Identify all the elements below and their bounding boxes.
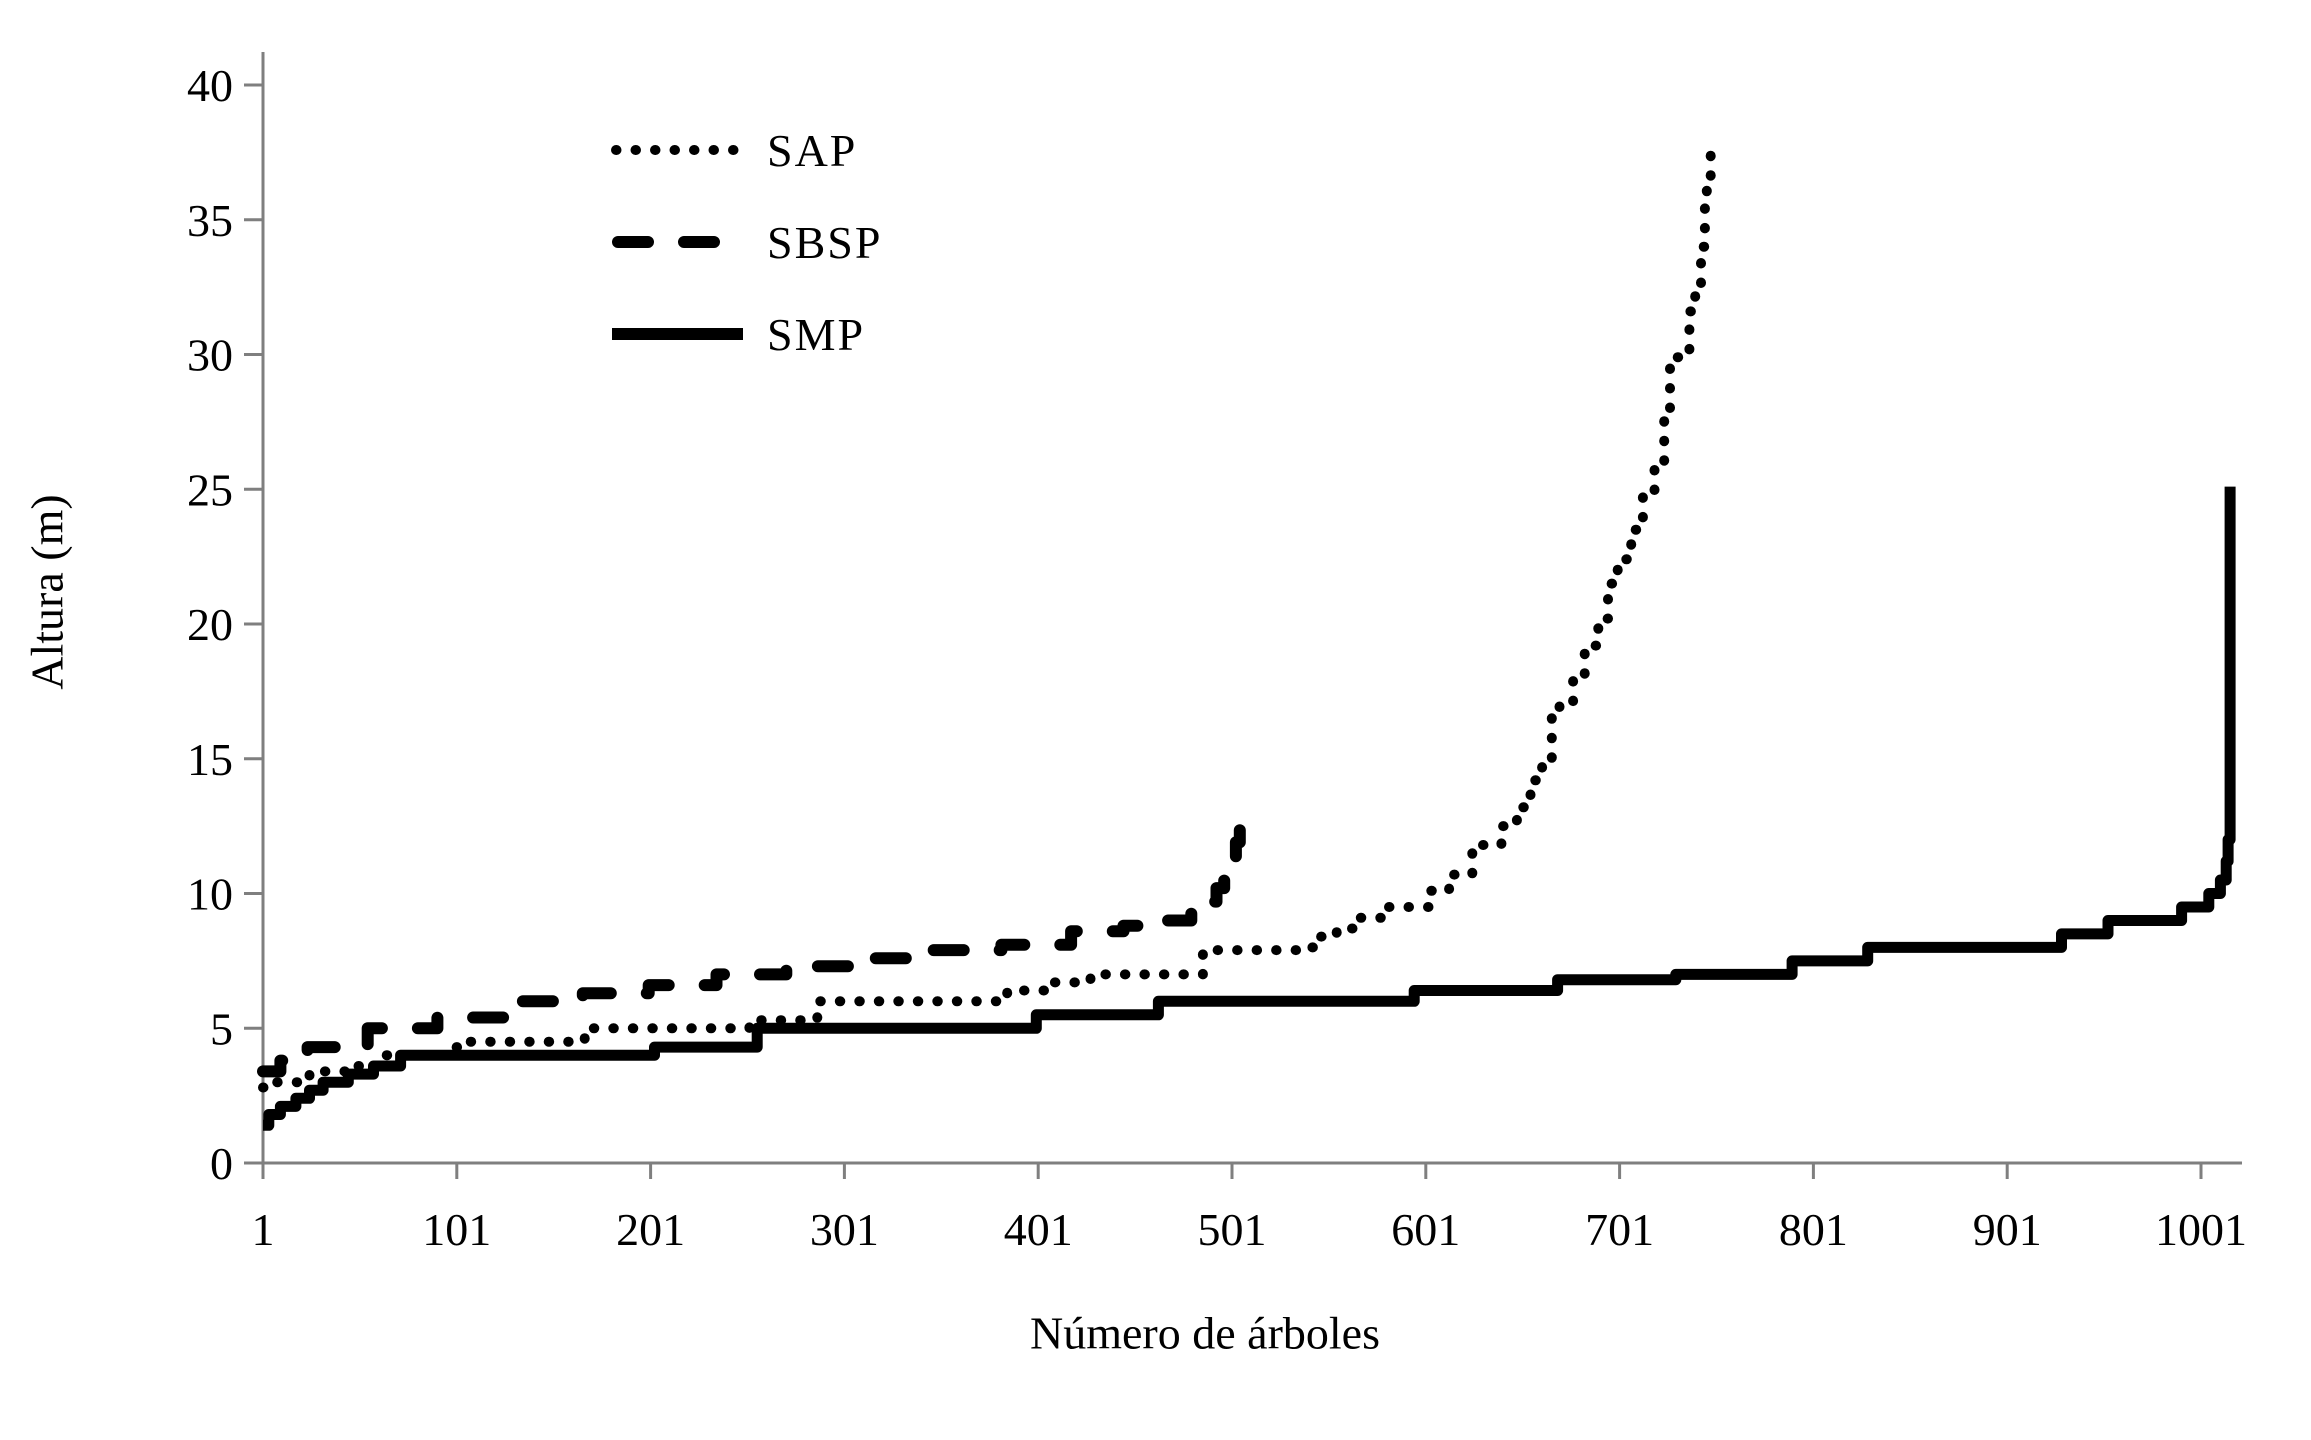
x-axis-title: Número de árboles [1030, 1307, 1380, 1359]
x-tick-label-101: 101 [422, 1204, 491, 1255]
x-tick-label-301: 301 [810, 1204, 879, 1255]
x-tick-label-901: 901 [1973, 1204, 2042, 1255]
x-tick-label-501: 501 [1198, 1204, 1267, 1255]
y-tick-label-10: 10 [187, 869, 233, 920]
x-tick-label-1: 1 [252, 1204, 275, 1255]
y-tick-label-35: 35 [187, 195, 233, 246]
legend-label-sap: SAP [767, 124, 858, 176]
solid-line-icon [612, 328, 743, 340]
legend-item-sap: SAP [610, 104, 882, 196]
legend-label-smp: SMP [767, 308, 866, 360]
x-tick-label-201: 201 [616, 1204, 685, 1255]
x-tick-label-801: 801 [1779, 1204, 1848, 1255]
series-path-sap [258, 136, 1716, 1093]
y-tick-label-40: 40 [187, 60, 233, 111]
x-tick-label-401: 401 [1004, 1204, 1073, 1255]
x-tick-label-601: 601 [1391, 1204, 1460, 1255]
y-axis-title: Altura (m) [21, 494, 73, 690]
legend-label-sbsp: SBSP [767, 216, 883, 268]
legend-item-sbsp: SBSP [610, 196, 882, 288]
x-tick-label-1001: 1001 [2155, 1204, 2247, 1255]
legend-item-smp: SMP [610, 288, 882, 380]
y-tick-label-30: 30 [187, 330, 233, 381]
y-tick-label-5: 5 [210, 1003, 233, 1054]
series-path-sbsp [257, 809, 1250, 1078]
legend: SAP SBSP SMP [610, 104, 882, 380]
x-tick-label-701: 701 [1585, 1204, 1654, 1255]
y-tick-label-15: 15 [187, 734, 233, 785]
series-path-smp [263, 486, 2236, 1131]
dotted-line-icon [611, 145, 744, 155]
y-tick-label-25: 25 [187, 464, 233, 515]
y-tick-label-20: 20 [187, 599, 233, 650]
dashed-line-icon [612, 236, 743, 248]
y-tick-label-0: 0 [210, 1138, 233, 1189]
